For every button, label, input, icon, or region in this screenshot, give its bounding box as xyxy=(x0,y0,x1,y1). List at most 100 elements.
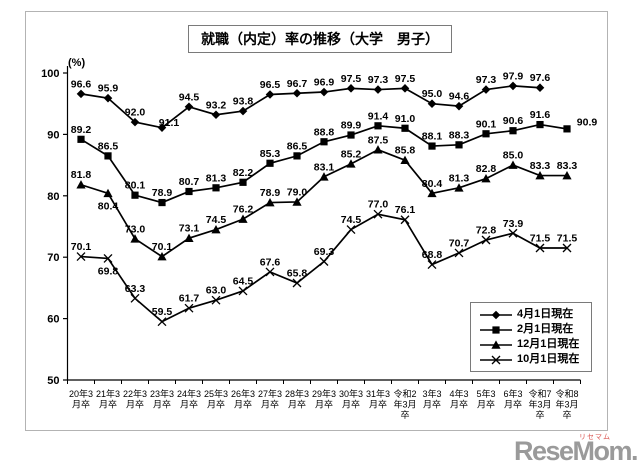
x-marker xyxy=(157,317,167,327)
data-label: 83.1 xyxy=(314,161,335,173)
data-label: 74.5 xyxy=(341,214,362,226)
square-marker xyxy=(266,159,274,167)
legend-item: 10月1日現在 xyxy=(479,353,587,366)
square-marker xyxy=(401,124,409,132)
data-label: 73.9 xyxy=(503,218,524,230)
x-tick-label: 26年3 月卒 xyxy=(231,388,255,410)
diamond-marker xyxy=(184,102,194,112)
triangle-marker xyxy=(76,180,86,189)
x-marker xyxy=(562,243,572,253)
series-diamond: 96.6 95.9 92.0 91.1 94.5 93.2 93.8 96.5 96.7 96.9… xyxy=(71,70,550,132)
data-label: 80.7 xyxy=(179,176,200,188)
data-label: 94.6 xyxy=(449,91,470,103)
data-label: 91.1 xyxy=(159,117,180,129)
data-label: 90.1 xyxy=(476,118,497,130)
triangle-marker xyxy=(427,188,437,198)
data-label: 96.6 xyxy=(71,78,92,90)
x-tick-label: 27年3 月卒 xyxy=(258,388,282,410)
data-label: 90.6 xyxy=(503,115,524,127)
series-square: 89.2 86.5 80.1 78.9 80.7 81.3 82.2 85.3 86.5 88.8… xyxy=(71,109,598,207)
y-tick-label: 70 xyxy=(47,252,59,264)
data-label: 97.3 xyxy=(368,74,389,86)
x-tick-label: 30年3 月卒 xyxy=(339,388,363,410)
legend-label: 12月1日現在 xyxy=(517,338,580,350)
diamond-marker xyxy=(491,310,501,319)
data-label: 71.5 xyxy=(557,232,578,244)
data-label: 81.8 xyxy=(71,169,92,181)
square-marker xyxy=(482,130,490,138)
data-label: 71.5 xyxy=(530,232,551,244)
data-label: 73.1 xyxy=(179,223,200,235)
legend-item: 12月1日現在 xyxy=(479,338,587,351)
square-marker xyxy=(536,120,544,129)
watermark-ruby-text: リセマム xyxy=(579,434,611,441)
data-label: 80.1 xyxy=(125,180,146,192)
x-tick-label: 24年3 月卒 xyxy=(177,388,201,410)
x-marker xyxy=(454,248,464,258)
data-label: 70.1 xyxy=(152,241,173,253)
data-label: 61.7 xyxy=(179,293,200,305)
y-tick-label: 60 xyxy=(47,314,59,326)
triangle-marker xyxy=(562,170,572,180)
legend-label: 4月1日現在 xyxy=(517,308,574,320)
data-label: 65.8 xyxy=(287,267,308,279)
data-label: 64.5 xyxy=(233,275,254,287)
data-label: 96.9 xyxy=(314,77,335,89)
y-tick-label: 100 xyxy=(41,68,59,80)
square-marker xyxy=(455,141,463,149)
x-legend-marker xyxy=(480,355,512,364)
data-label: 88.1 xyxy=(422,131,443,143)
diamond-marker xyxy=(535,83,545,93)
x-marker xyxy=(400,215,410,225)
x-tick-label: 28年3 月卒 xyxy=(285,388,309,410)
data-label: 78.9 xyxy=(260,187,281,199)
data-label: 83.3 xyxy=(557,160,578,172)
diamond-marker xyxy=(427,99,437,108)
data-label: 68.8 xyxy=(422,249,443,261)
diamond-marker xyxy=(130,117,140,127)
x-marker xyxy=(130,293,140,303)
triangle-legend-marker xyxy=(480,339,512,349)
data-label: 83.3 xyxy=(530,160,551,172)
x-marker xyxy=(373,209,383,219)
data-label: 69.8 xyxy=(98,265,119,277)
y-tick-label: 50 xyxy=(47,375,59,387)
x-tick-label: 21年3 月卒 xyxy=(96,388,120,410)
data-label: 88.8 xyxy=(314,126,335,138)
data-label: 72.8 xyxy=(476,225,497,237)
square-marker xyxy=(374,122,382,130)
x-tick-label: 令和7 年3月卒 xyxy=(528,388,551,420)
square-marker xyxy=(185,187,193,196)
x-tick-label: 4年3 月卒 xyxy=(449,388,468,410)
diamond-marker xyxy=(265,90,275,99)
triangle-marker xyxy=(481,174,491,183)
data-label: 88.3 xyxy=(449,129,470,141)
diamond-marker xyxy=(238,106,248,116)
data-label: 85.0 xyxy=(503,150,524,162)
data-label: 76.1 xyxy=(395,204,416,216)
y-tick-label: 80 xyxy=(47,191,59,203)
legend-item: 4月1日現在 xyxy=(479,308,587,321)
triangle-marker xyxy=(491,339,501,349)
square-marker xyxy=(131,191,139,199)
data-label: 93.2 xyxy=(206,99,227,111)
diamond-marker xyxy=(292,88,302,98)
x-tick-label: 29年3 月卒 xyxy=(312,388,336,410)
data-label: 87.5 xyxy=(368,134,389,146)
square-marker xyxy=(239,178,247,186)
data-label: 97.5 xyxy=(341,73,362,85)
data-label: 86.5 xyxy=(98,140,119,152)
square-marker xyxy=(212,184,220,192)
data-label: 91.4 xyxy=(368,110,389,122)
diamond-marker xyxy=(481,85,491,94)
data-label: 77.0 xyxy=(368,199,389,211)
watermark-logo-text: ReseMom. xyxy=(513,436,639,466)
triangle-marker xyxy=(103,188,113,198)
x-marker xyxy=(211,295,221,305)
diamond-marker xyxy=(319,87,329,97)
data-label: 97.5 xyxy=(395,73,416,85)
triangle-marker xyxy=(319,172,329,181)
square-marker xyxy=(293,152,301,160)
data-label: 90.9 xyxy=(577,116,598,128)
